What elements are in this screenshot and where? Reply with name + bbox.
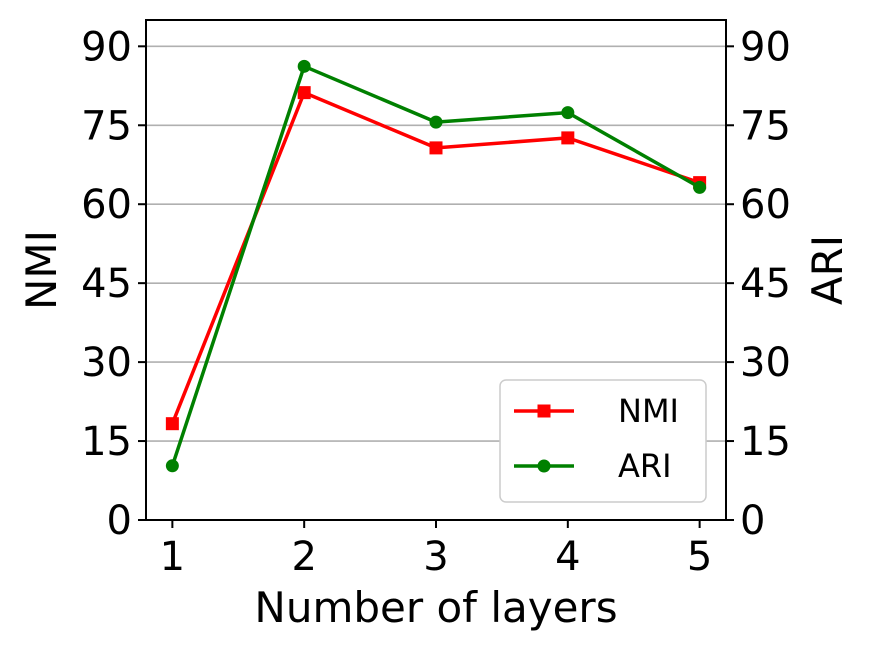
- legend-marker: [537, 404, 551, 418]
- x-tick-label: 2: [291, 534, 316, 580]
- y-tick-label-right: 15: [740, 419, 791, 465]
- data-point-nmi: [561, 131, 575, 145]
- legend: NMI ARI: [499, 379, 707, 503]
- y-tick-label-right: 60: [740, 182, 791, 228]
- y-tick-label-left: 75: [81, 103, 132, 149]
- x-tick-label: 4: [555, 534, 580, 580]
- series-lines: [165, 59, 707, 473]
- legend-entry-nmi: NMI: [514, 392, 679, 430]
- data-point-ari: [429, 115, 443, 129]
- y-tick-label-left: 30: [81, 340, 132, 386]
- y-tick-label-left: 45: [81, 261, 132, 307]
- legend-label: NMI: [618, 392, 679, 430]
- y-tick-label-left: 60: [81, 182, 132, 228]
- y-tick-label-right: 75: [740, 103, 791, 149]
- series-ari: [165, 59, 707, 473]
- x-tick-label: 1: [160, 534, 185, 580]
- x-tick-label: 5: [687, 534, 712, 580]
- data-point-nmi: [165, 417, 179, 431]
- y-tick-label-right: 90: [740, 24, 791, 70]
- series-nmi: [165, 86, 707, 431]
- y-tick-label-left: 15: [81, 419, 132, 465]
- y-tick-label-right: 0: [740, 498, 765, 544]
- y-tick-label-left: 90: [81, 24, 132, 70]
- legend-label: ARI: [618, 447, 672, 485]
- y-axis-title-right: ARI: [803, 235, 852, 305]
- data-point-ari: [693, 180, 707, 194]
- data-point-ari: [297, 59, 311, 73]
- y-axis-title-left: NMI: [17, 230, 66, 310]
- x-tick-label: 3: [423, 534, 448, 580]
- x-axis-title: Number of layers: [254, 583, 617, 632]
- data-point-nmi: [297, 86, 311, 100]
- data-point-ari: [561, 106, 575, 120]
- y-tick-label-right: 45: [740, 261, 791, 307]
- data-point-ari: [165, 459, 179, 473]
- legend-entry-ari: ARI: [514, 447, 672, 485]
- y-tick-label-right: 30: [740, 340, 791, 386]
- data-point-nmi: [429, 141, 443, 155]
- legend-marker: [537, 459, 551, 473]
- y-tick-label-left: 0: [107, 498, 132, 544]
